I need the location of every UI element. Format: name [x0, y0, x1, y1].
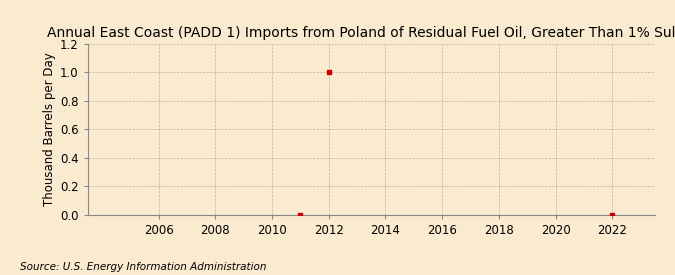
- Point: [323, 70, 334, 75]
- Title: Annual East Coast (PADD 1) Imports from Poland of Residual Fuel Oil, Greater Tha: Annual East Coast (PADD 1) Imports from …: [47, 26, 675, 40]
- Text: Source: U.S. Energy Information Administration: Source: U.S. Energy Information Administ…: [20, 262, 267, 272]
- Y-axis label: Thousand Barrels per Day: Thousand Barrels per Day: [43, 52, 56, 206]
- Point: [607, 212, 618, 217]
- Point: [295, 212, 306, 217]
